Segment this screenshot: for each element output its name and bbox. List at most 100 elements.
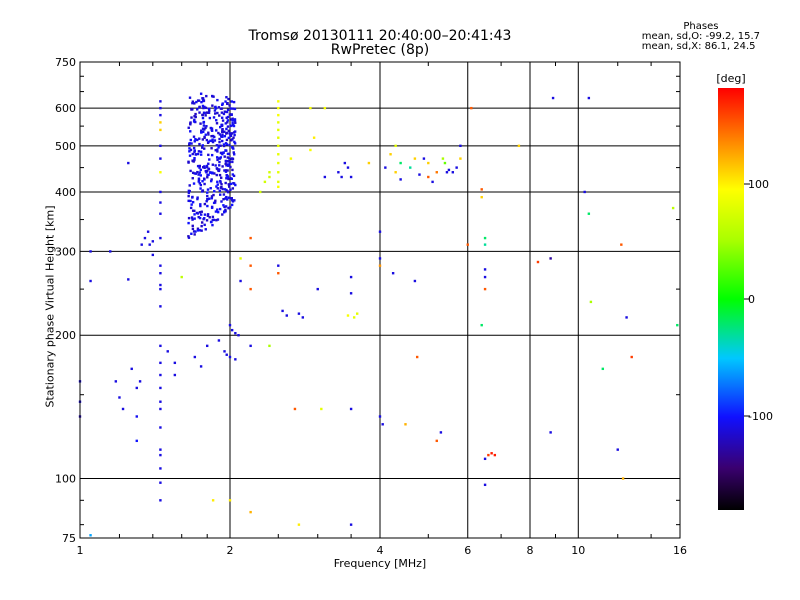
data-point bbox=[227, 136, 230, 140]
data-point bbox=[207, 168, 211, 171]
data-point bbox=[224, 149, 227, 152]
data-point bbox=[187, 194, 190, 198]
data-point bbox=[431, 180, 434, 184]
data-point bbox=[218, 168, 221, 171]
data-point bbox=[206, 188, 210, 191]
data-point bbox=[199, 183, 203, 187]
data-point bbox=[277, 144, 280, 148]
phases-line-x: mean, sd,X: 86.1, 24.5 bbox=[641, 41, 756, 52]
data-point bbox=[188, 154, 192, 157]
data-point bbox=[226, 115, 230, 119]
data-point bbox=[536, 260, 540, 264]
data-point bbox=[297, 312, 301, 315]
data-point bbox=[233, 142, 237, 145]
data-point bbox=[277, 185, 280, 189]
data-point bbox=[196, 138, 199, 142]
data-point bbox=[203, 202, 207, 206]
data-point bbox=[199, 203, 202, 206]
data-point bbox=[216, 98, 219, 102]
data-point bbox=[601, 367, 605, 371]
data-point bbox=[212, 116, 216, 119]
x-tick-label: 2 bbox=[227, 544, 234, 557]
data-point bbox=[202, 99, 205, 103]
data-point bbox=[349, 292, 353, 295]
colorbar-gradient bbox=[718, 88, 744, 510]
data-point bbox=[207, 173, 210, 177]
data-point bbox=[212, 218, 216, 222]
data-point bbox=[190, 232, 193, 235]
data-point bbox=[268, 344, 271, 348]
data-point bbox=[203, 147, 206, 150]
data-point bbox=[220, 111, 224, 114]
data-point bbox=[214, 210, 218, 213]
data-point bbox=[221, 133, 224, 136]
data-point bbox=[249, 344, 252, 348]
data-point bbox=[200, 129, 203, 132]
data-point bbox=[201, 127, 205, 130]
data-point bbox=[480, 188, 483, 191]
data-point bbox=[194, 153, 197, 156]
data-point bbox=[625, 316, 628, 319]
data-point bbox=[277, 100, 280, 103]
data-point bbox=[194, 112, 197, 116]
data-point bbox=[215, 173, 218, 177]
data-point bbox=[378, 264, 382, 267]
data-point bbox=[193, 114, 196, 118]
data-point bbox=[205, 111, 209, 114]
data-point bbox=[349, 175, 353, 179]
data-point bbox=[224, 122, 227, 125]
data-point bbox=[211, 104, 214, 107]
data-point bbox=[190, 216, 194, 219]
data-point bbox=[415, 355, 419, 359]
data-point bbox=[221, 165, 224, 168]
data-point bbox=[196, 212, 200, 215]
data-point bbox=[225, 164, 228, 167]
data-point bbox=[226, 198, 229, 201]
data-point bbox=[231, 145, 234, 149]
data-point bbox=[224, 205, 228, 208]
data-point bbox=[197, 180, 200, 183]
data-point bbox=[483, 483, 487, 487]
data-point bbox=[224, 208, 227, 212]
data-point bbox=[207, 133, 210, 136]
data-point bbox=[231, 187, 235, 190]
data-point bbox=[187, 236, 191, 239]
data-point bbox=[216, 148, 219, 151]
data-point bbox=[222, 143, 226, 146]
data-point bbox=[349, 407, 353, 411]
data-point bbox=[346, 314, 350, 317]
data-point bbox=[222, 198, 225, 201]
data-point bbox=[203, 105, 206, 109]
data-point bbox=[227, 183, 230, 186]
data-point bbox=[159, 453, 162, 457]
data-point bbox=[159, 361, 162, 365]
data-point bbox=[210, 147, 213, 150]
data-point bbox=[207, 153, 210, 157]
data-point bbox=[193, 156, 196, 160]
data-point bbox=[193, 209, 196, 213]
data-point bbox=[230, 203, 234, 207]
data-point bbox=[226, 125, 230, 128]
data-point bbox=[384, 166, 387, 169]
data-point bbox=[676, 323, 679, 327]
data-point bbox=[222, 193, 226, 196]
data-point bbox=[193, 233, 196, 236]
data-point bbox=[198, 216, 202, 220]
data-point bbox=[209, 171, 212, 174]
data-point bbox=[159, 171, 162, 174]
data-point bbox=[213, 109, 217, 112]
data-point bbox=[378, 257, 382, 260]
data-point bbox=[346, 166, 350, 169]
data-point bbox=[268, 175, 271, 179]
data-point bbox=[549, 257, 552, 260]
data-point bbox=[225, 353, 228, 356]
data-point bbox=[189, 130, 192, 133]
data-point bbox=[232, 124, 236, 128]
data-point bbox=[223, 169, 226, 172]
data-point bbox=[89, 250, 92, 253]
data-point bbox=[193, 355, 197, 359]
data-point bbox=[206, 204, 209, 208]
data-point bbox=[196, 152, 200, 156]
data-point bbox=[551, 96, 555, 100]
x-axis-label: Frequency [MHz] bbox=[333, 557, 427, 570]
